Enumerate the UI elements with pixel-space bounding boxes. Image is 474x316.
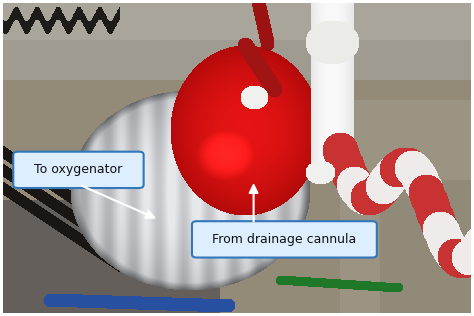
Text: To oxygenator: To oxygenator: [34, 163, 123, 176]
Text: From drainage cannula: From drainage cannula: [212, 233, 356, 246]
FancyBboxPatch shape: [13, 152, 144, 188]
FancyBboxPatch shape: [192, 221, 377, 258]
